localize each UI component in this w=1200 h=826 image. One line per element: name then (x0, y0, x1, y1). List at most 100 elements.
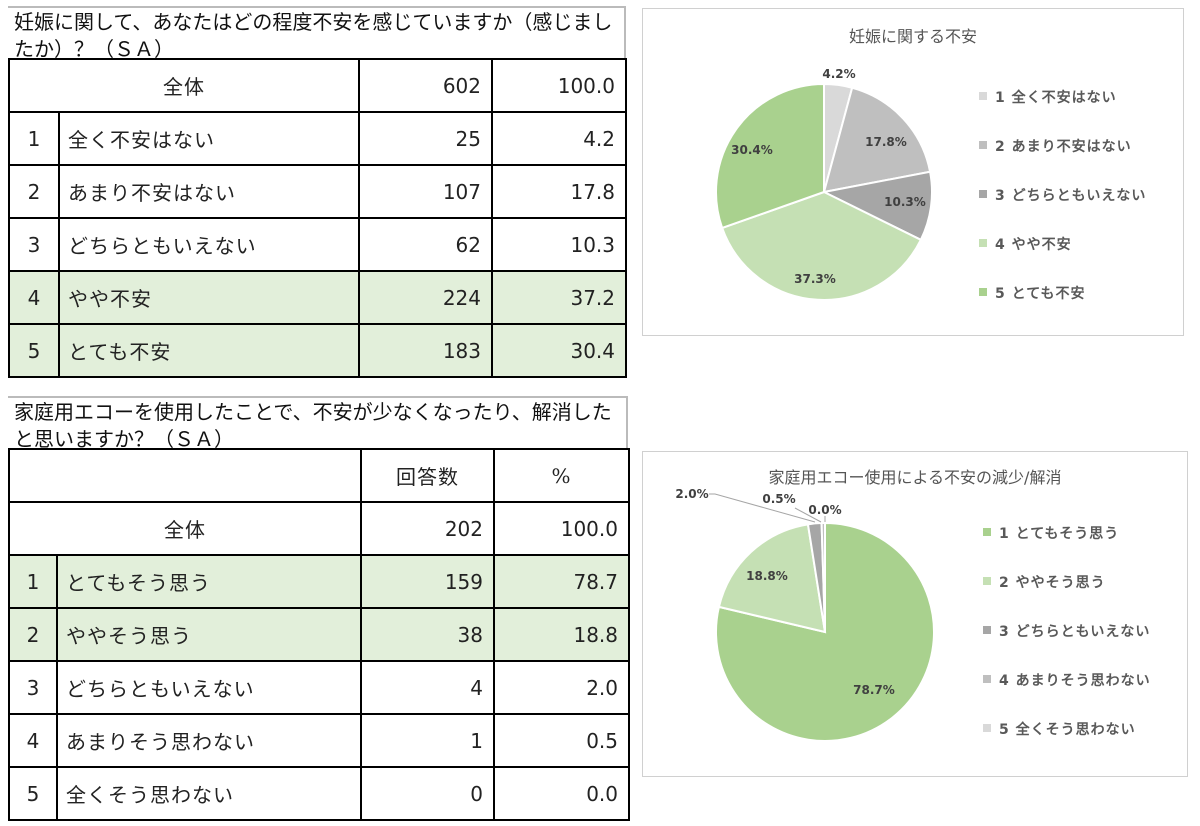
legend-label: 1 全く不安はない (995, 90, 1117, 106)
row-count: 4 (360, 660, 495, 715)
legend-label: 3 どちらともいえない (995, 188, 1147, 204)
row-number: 1 (8, 554, 58, 609)
chart-legend: 1 とてもそう思う 2 ややそう思う 3 どちらともいえない 4 あまりそう思わ… (983, 523, 1151, 768)
table-row: 2 ややそう思う 38 18.8 (8, 607, 630, 662)
row-percent: 4.2 (491, 111, 627, 166)
row-percent: 0.0 (493, 766, 630, 821)
table-row: 2 あまり不安はない 107 17.8 (8, 164, 627, 219)
data-label: 10.3% (884, 195, 926, 209)
legend-label: 1 とてもそう思う (999, 526, 1120, 542)
pie-chart-anxiety-reduction: 家庭用エコー使用による不安の減少/解消 78.7% 18.8% 2.0% 0.5% 0.… (642, 451, 1188, 777)
row-number: 2 (8, 607, 58, 662)
legend-item: 4 やや不安 (979, 234, 1146, 283)
chart-title: 妊娠に関する不安 (848, 27, 977, 46)
header-blank-cell (8, 448, 362, 503)
table-row: 3 どちらともいえない 62 10.3 (8, 217, 627, 272)
table-row: 1 全く不安はない 25 4.2 (8, 111, 627, 166)
data-label: 0.5% (762, 492, 795, 506)
row-count: 183 (358, 323, 493, 378)
data-label: 37.3% (794, 272, 836, 286)
legend-item: 3 どちらともいえない (979, 185, 1146, 234)
data-label: 4.2% (822, 67, 855, 81)
row-label: とても不安 (58, 323, 360, 378)
row-number: 4 (8, 713, 58, 768)
legend-label: 2 あまり不安はない (995, 139, 1132, 155)
legend-item: 1 とてもそう思う (983, 523, 1151, 572)
legend-item: 1 全く不安はない (979, 87, 1146, 136)
row-percent: 30.4 (491, 323, 627, 378)
table-row: 3 どちらともいえない 4 2.0 (8, 660, 630, 715)
pie-slice (820, 170, 933, 242)
legend-item: 3 どちらともいえない (983, 621, 1151, 670)
data-label: 17.8% (865, 135, 907, 149)
row-number: 2 (8, 164, 60, 219)
table-total-row: 全体 602 100.0 (8, 58, 627, 113)
row-percent: 37.2 (491, 270, 627, 325)
legend-label: 5 とても不安 (995, 286, 1086, 302)
question-1-text: 妊娠に関して、あなたはどの程度不安を感じていますか（感じましたか）？（ＳＡ） (8, 6, 626, 61)
table-row: 5 とても不安 183 30.4 (8, 323, 627, 378)
legend-swatch (983, 528, 991, 536)
total-label: 全体 (8, 501, 362, 556)
total-count: 602 (358, 58, 493, 113)
legend-label: 4 あまりそう思わない (999, 673, 1151, 689)
row-count: 224 (358, 270, 493, 325)
legend-swatch (979, 288, 987, 296)
row-count: 1 (360, 713, 495, 768)
legend-swatch (983, 626, 991, 634)
pie-chart-anxiety: 妊娠に関する不安 4.2% 17.8% 10.3% 37.3% 30.4% 1 全く不安… (642, 8, 1184, 336)
total-label: 全体 (8, 58, 360, 113)
pie-slice (717, 523, 827, 634)
row-percent: 17.8 (491, 164, 627, 219)
pie-slice (820, 521, 826, 633)
row-label: あまり不安はない (58, 164, 360, 219)
row-number: 5 (8, 766, 58, 821)
total-percent: 100.0 (491, 58, 627, 113)
chart-legend: 1 全く不安はない 2 あまり不安はない 3 どちらともいえない 4 やや不安 … (979, 87, 1146, 332)
row-label: やや不安 (58, 270, 360, 325)
table-row: 4 やや不安 224 37.2 (8, 270, 627, 325)
row-number: 1 (8, 111, 60, 166)
question-1-table: 全体 602 100.0 1 全く不安はない 25 4.2 2 あまり不安はない… (8, 58, 627, 378)
row-number: 5 (8, 323, 60, 378)
column-header-count: 回答数 (360, 448, 495, 503)
row-number: 3 (8, 217, 60, 272)
pie-slice (822, 86, 932, 194)
row-label: どちらともいえない (56, 660, 362, 715)
row-count: 62 (358, 217, 493, 272)
pie-slice (720, 190, 923, 301)
row-count: 25 (358, 111, 493, 166)
row-count: 38 (360, 607, 495, 662)
row-label: 全く不安はない (58, 111, 360, 166)
table-row: 5 全くそう思わない 0 0.0 (8, 766, 630, 821)
row-number: 3 (8, 660, 58, 715)
data-label: 30.4% (731, 143, 773, 157)
pie-plot: 78.7% 18.8% 2.0% 0.5% 0.0% (675, 487, 935, 742)
legend-swatch (979, 141, 987, 149)
total-percent: 100.0 (493, 501, 630, 556)
data-label: 78.7% (853, 683, 895, 697)
data-label: 0.0% (808, 503, 841, 517)
table-row: 4 あまりそう思わない 1 0.5 (8, 713, 630, 768)
table-total-row: 全体 202 100.0 (8, 501, 630, 556)
legend-swatch (979, 190, 987, 198)
row-percent: 18.8 (493, 607, 630, 662)
legend-swatch (979, 92, 987, 100)
pie-slice (715, 82, 825, 230)
legend-item: 2 ややそう思う (983, 572, 1151, 621)
legend-label: 4 やや不安 (995, 237, 1072, 253)
row-label: あまりそう思わない (56, 713, 362, 768)
pie-plot: 4.2% 17.8% 10.3% 37.3% 30.4% (715, 67, 933, 301)
row-percent: 0.5 (493, 713, 630, 768)
row-percent: 10.3 (491, 217, 627, 272)
question-2-table: 回答数 % 全体 202 100.0 1 とてもそう思う 159 78.7 2 … (8, 448, 630, 821)
row-count: 107 (358, 164, 493, 219)
table-row: 1 とてもそう思う 159 78.7 (8, 554, 630, 609)
leader-line (709, 493, 816, 523)
row-label: 全くそう思わない (56, 766, 362, 821)
row-label: どちらともいえない (58, 217, 360, 272)
legend-item: 5 全くそう思わない (983, 719, 1151, 768)
total-count: 202 (360, 501, 495, 556)
legend-swatch (983, 577, 991, 585)
legend-item: 5 とても不安 (979, 283, 1146, 332)
